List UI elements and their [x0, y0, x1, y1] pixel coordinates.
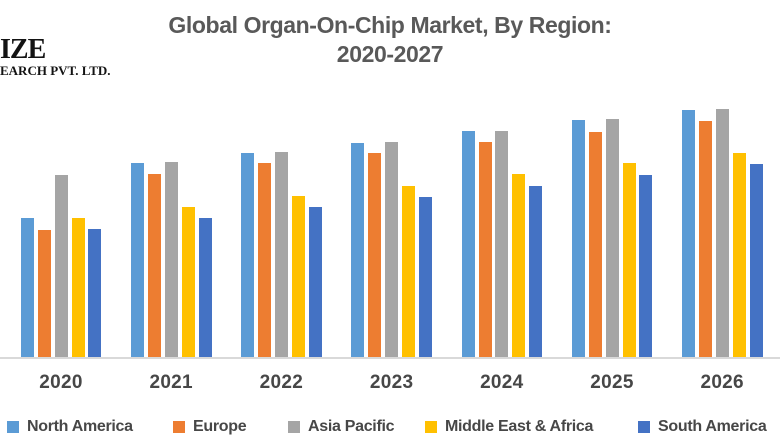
maximize-research-logo: IZE EARCH PVT. LTD.	[0, 34, 111, 79]
bar-middle-east-africa-2022	[291, 196, 305, 357]
chart-title-line2: 2020-2027	[336, 41, 444, 67]
bar-asia-pacific-2025	[605, 119, 619, 357]
bar-asia-pacific-2021	[164, 162, 178, 357]
legend-item-asia-pacific: Asia Pacific	[288, 418, 395, 436]
bar-europe-2025	[588, 132, 602, 357]
logo-text-cutoff: IZE	[0, 34, 46, 65]
bar-north-america-2024	[461, 131, 475, 357]
x-axis-label-2022: 2022	[259, 372, 304, 393]
bar-south-america-2025	[639, 175, 653, 357]
bar-europe-2026	[698, 121, 712, 357]
bar-north-america-2026	[682, 110, 695, 357]
bar-middle-east-africa-2020	[71, 218, 85, 357]
bar-middle-east-africa-2021	[181, 207, 195, 357]
bar-europe-2021	[147, 174, 161, 357]
bar-north-america-2021	[131, 163, 144, 357]
bar-europe-2022	[258, 163, 272, 357]
legend-label-north-america: North America	[27, 418, 133, 435]
bar-south-america-2023	[419, 197, 432, 357]
bar-north-america-2020	[20, 218, 34, 357]
chart-title-line1: Global Organ-On-Chip Market, By Region:	[168, 12, 612, 38]
bar-middle-east-africa-2024	[512, 174, 526, 357]
x-axis-label-2021: 2021	[149, 372, 193, 393]
legend-label-middle-east-africa: Middle East & Africa	[445, 418, 594, 435]
legend-swatch-icon-north-america	[7, 421, 19, 433]
legend-item-north-america: North America	[7, 418, 133, 436]
bar-asia-pacific-2020	[54, 175, 68, 357]
chart-title: Global Organ-On-Chip Market, By Region: …	[0, 11, 780, 69]
bar-south-america-2024	[529, 186, 543, 357]
legend-label-south-america: South America	[658, 418, 767, 435]
bar-middle-east-africa-2023	[402, 186, 416, 357]
bar-asia-pacific-2024	[495, 131, 509, 357]
legend-item-europe: Europe	[173, 418, 247, 436]
bar-asia-pacific-2022	[275, 152, 288, 357]
bar-south-america-2020	[88, 229, 102, 357]
bar-middle-east-africa-2025	[622, 163, 636, 357]
bar-north-america-2022	[241, 153, 255, 357]
bar-north-america-2023	[351, 143, 365, 357]
bar-asia-pacific-2026	[715, 109, 729, 357]
x-axis-label-2025: 2025	[590, 372, 634, 393]
legend-item-middle-east-africa: Middle East & Africa	[425, 418, 593, 436]
legend-swatch-icon-europe	[173, 421, 185, 433]
bar-europe-2023	[368, 153, 382, 357]
x-axis-label-2026: 2026	[700, 372, 744, 393]
bar-europe-2020	[37, 230, 51, 357]
legend-swatch-icon-asia-pacific	[288, 421, 300, 433]
x-axis-label-2024: 2024	[480, 372, 524, 393]
x-axis-label-2023: 2023	[369, 372, 414, 393]
legend-label-asia-pacific: Asia Pacific	[308, 418, 395, 435]
bar-south-america-2022	[308, 207, 322, 357]
legend-swatch-icon-south-america	[638, 421, 650, 433]
bar-middle-east-africa-2026	[732, 153, 746, 357]
x-axis-line	[0, 357, 780, 359]
bar-south-america-2021	[198, 218, 212, 357]
bar-south-america-2026	[749, 164, 763, 357]
x-axis-label-2020: 2020	[39, 372, 83, 393]
legend-swatch-icon-middle-east-africa	[425, 421, 437, 433]
bar-asia-pacific-2023	[385, 142, 399, 357]
bar-europe-2024	[478, 142, 492, 357]
logo-subtext-cutoff: EARCH PVT. LTD.	[0, 63, 111, 78]
bar-north-america-2025	[571, 120, 585, 357]
legend-item-south-america: South America	[638, 418, 767, 436]
legend-label-europe: Europe	[193, 418, 247, 435]
